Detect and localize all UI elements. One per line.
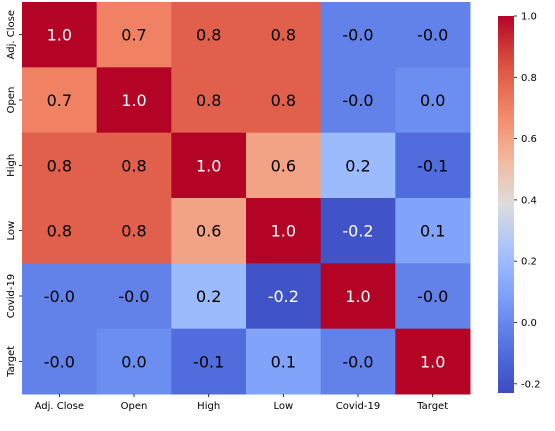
cell-annotation: -0.1 xyxy=(417,156,448,175)
colorbar-tick-label: 0.4 xyxy=(521,195,537,206)
cell-annotation: 0.2 xyxy=(196,287,221,306)
heatmap-cell xyxy=(246,67,322,134)
cell-annotation: -0.0 xyxy=(417,26,448,45)
heatmap-cell xyxy=(246,198,322,264)
heatmap-cell xyxy=(395,67,471,134)
heatmap-cell xyxy=(96,328,172,395)
heatmap-cell xyxy=(395,263,471,330)
cell-annotation: 0.8 xyxy=(271,26,296,45)
cell-annotation: 0.8 xyxy=(47,222,72,241)
cell-annotation: 0.8 xyxy=(271,91,296,110)
heatmap-cell xyxy=(22,132,98,199)
cell-annotation: -0.0 xyxy=(342,26,373,45)
cell-annotation: 0.8 xyxy=(47,156,72,175)
cell-annotation: -0.2 xyxy=(342,222,373,241)
heatmap-cell xyxy=(96,132,172,199)
heatmap-cell xyxy=(171,328,247,395)
x-tick-label: High xyxy=(197,401,220,412)
heatmap-cell xyxy=(395,132,471,199)
cell-annotation: 1.0 xyxy=(47,26,72,45)
y-tick-label: Covid-19 xyxy=(6,274,17,318)
colorbar xyxy=(498,16,514,393)
colorbar-tick-label: 0.2 xyxy=(521,257,537,268)
cell-annotation: -0.0 xyxy=(44,352,75,371)
heatmap-cell xyxy=(246,328,322,395)
heatmap-cell xyxy=(395,328,471,395)
heatmap-cell xyxy=(395,2,471,68)
cell-annotation: -0.0 xyxy=(118,287,149,306)
heatmap-cell xyxy=(96,67,172,134)
heatmap-cell xyxy=(320,263,396,330)
heatmap-cell xyxy=(22,263,98,330)
heatmap-cell xyxy=(171,67,247,134)
cell-annotation: 0.6 xyxy=(271,156,296,175)
heatmap-cell xyxy=(320,2,396,68)
heatmap-cell xyxy=(96,198,172,264)
x-tick-label: Low xyxy=(273,401,293,412)
colorbar-tick-label: 0.0 xyxy=(521,318,537,329)
cell-annotation: 0.8 xyxy=(196,91,221,110)
cell-annotation: 0.2 xyxy=(345,156,370,175)
heatmap-cell xyxy=(171,198,247,264)
y-tick-label: Target xyxy=(6,346,17,378)
cell-annotation: 1.0 xyxy=(345,287,370,306)
cell-annotation: 1.0 xyxy=(196,156,221,175)
heatmap-cell xyxy=(171,132,247,199)
cell-annotation: 0.8 xyxy=(121,156,146,175)
heatmap-cell xyxy=(96,2,172,68)
cell-annotation: 0.0 xyxy=(121,352,146,371)
colorbar-ticks: 1.0 0.8 0.6 0.4 0.2 0.0 -0.2 xyxy=(514,12,541,390)
cell-annotation: -0.2 xyxy=(268,287,299,306)
heatmap-cell xyxy=(171,2,247,68)
heatmap-cell xyxy=(96,263,172,330)
cell-annotation: 0.7 xyxy=(47,91,72,110)
heatmap-cell xyxy=(320,132,396,199)
colorbar-tick-label: -0.2 xyxy=(521,379,541,390)
cell-annotation: 0.0 xyxy=(420,91,445,110)
x-tick-label: Target xyxy=(416,401,448,412)
heatmap-cells xyxy=(22,2,471,395)
x-tick-label: Open xyxy=(121,401,148,412)
y-tick-label: High xyxy=(6,154,17,177)
colorbar-tick-label: 0.6 xyxy=(521,134,537,145)
cell-annotation: 0.8 xyxy=(196,26,221,45)
heatmap-cell xyxy=(320,198,396,264)
y-tick-label: Low xyxy=(6,221,17,241)
heatmap-cell xyxy=(246,263,322,330)
heatmap-cell xyxy=(320,67,396,134)
cell-annotation: -0.0 xyxy=(342,352,373,371)
heatmap-cell xyxy=(395,198,471,264)
heatmap-cell xyxy=(22,2,98,68)
cell-annotation: 0.6 xyxy=(196,222,221,241)
x-tick-label: Covid-19 xyxy=(336,401,380,412)
cell-annotation: 0.1 xyxy=(420,222,445,241)
cell-annotation: 0.7 xyxy=(121,26,146,45)
cell-annotation: 1.0 xyxy=(420,352,445,371)
heatmap-cell xyxy=(320,328,396,395)
cell-annotation: -0.1 xyxy=(193,352,224,371)
y-tick-label: Open xyxy=(6,87,17,114)
cell-annotation: 0.1 xyxy=(271,352,296,371)
cell-annotation: -0.0 xyxy=(417,287,448,306)
colorbar-tick-label: 1.0 xyxy=(521,12,537,23)
cell-annotation: 1.0 xyxy=(271,222,296,241)
heatmap-cell xyxy=(22,198,98,264)
cell-annotations: 1.0 0.7 0.8 0.8 -0.0 -0.0 0.7 1.0 0.8 0.8 -0.0 0.0 0… xyxy=(44,26,449,372)
heatmap-cell xyxy=(246,2,322,68)
colorbar-tick-label: 0.8 xyxy=(521,73,537,84)
heatmap-cell xyxy=(246,132,322,199)
heatmap-cell xyxy=(171,263,247,330)
cell-annotation: -0.0 xyxy=(342,91,373,110)
x-axis-ticks: Adj. Close Open High Low Covid-19 Target xyxy=(35,394,448,412)
heatmap-cell xyxy=(22,67,98,134)
y-tick-label: Adj. Close xyxy=(6,10,17,59)
cell-annotation: 1.0 xyxy=(121,91,146,110)
x-tick-label: Adj. Close xyxy=(35,401,84,412)
y-axis-ticks: Adj. Close Open High Low Covid-19 Target xyxy=(6,10,22,378)
cell-annotation: 0.8 xyxy=(121,222,146,241)
heatmap-cell xyxy=(22,328,98,395)
cell-annotation: -0.0 xyxy=(44,287,75,306)
